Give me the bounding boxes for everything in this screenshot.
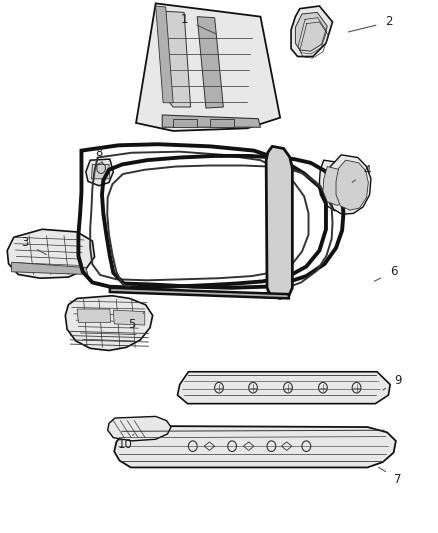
Polygon shape (136, 3, 280, 131)
Text: 5: 5 (128, 312, 145, 332)
Text: 8: 8 (95, 146, 102, 163)
Polygon shape (166, 11, 191, 107)
Polygon shape (155, 6, 173, 103)
Polygon shape (86, 159, 113, 185)
Text: 7: 7 (378, 467, 402, 486)
Text: 4: 4 (352, 164, 371, 182)
Polygon shape (114, 426, 396, 467)
Polygon shape (162, 115, 261, 127)
Polygon shape (113, 310, 145, 325)
Text: 2: 2 (348, 15, 393, 32)
Text: 3: 3 (21, 236, 46, 255)
Text: 10: 10 (118, 434, 134, 451)
Polygon shape (173, 119, 197, 127)
Polygon shape (210, 119, 234, 127)
Polygon shape (110, 288, 289, 298)
Polygon shape (336, 160, 368, 210)
Polygon shape (92, 165, 110, 179)
Text: 1: 1 (180, 13, 216, 34)
Polygon shape (291, 6, 332, 56)
Polygon shape (65, 296, 152, 351)
Polygon shape (7, 229, 95, 278)
Polygon shape (328, 155, 371, 214)
Polygon shape (266, 147, 292, 298)
Text: 6: 6 (374, 265, 397, 281)
Polygon shape (323, 166, 351, 205)
Polygon shape (197, 17, 223, 108)
Polygon shape (177, 372, 390, 403)
Polygon shape (319, 160, 357, 211)
Polygon shape (77, 309, 111, 322)
Polygon shape (108, 416, 171, 441)
Polygon shape (12, 262, 88, 274)
Text: 9: 9 (383, 374, 402, 390)
Polygon shape (295, 12, 327, 51)
